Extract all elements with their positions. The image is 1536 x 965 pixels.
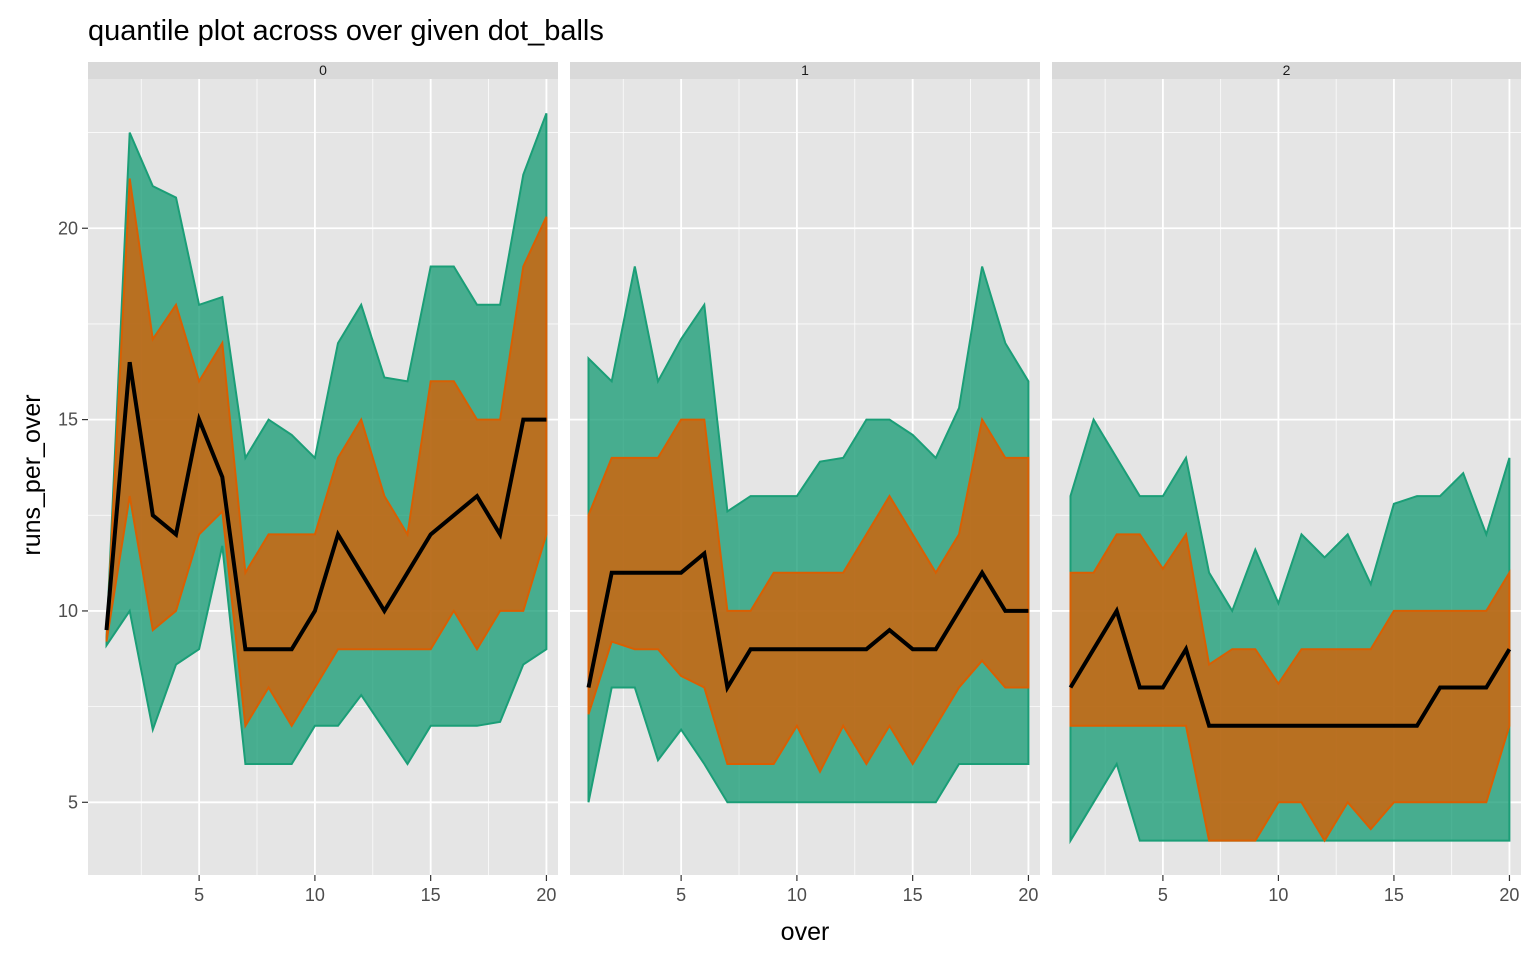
x-tick-label: 15	[421, 885, 441, 905]
median-line	[104, 361, 547, 652]
facet-strip	[88, 62, 558, 79]
x-tick-label: 5	[194, 885, 204, 905]
inner-quantile-band	[105, 178, 548, 729]
facet-strip	[570, 62, 1040, 79]
inner-quantile-band	[587, 416, 1030, 774]
x-tick-label: 15	[903, 885, 923, 905]
facet-strip-label: 1	[801, 62, 809, 78]
x-tick-label: 5	[676, 885, 686, 905]
y-tick-label: 5	[68, 792, 78, 812]
x-tick-label: 5	[1158, 885, 1168, 905]
facet-strip-label: 0	[319, 62, 327, 78]
x-tick-label: 10	[1268, 885, 1288, 905]
chart-title: quantile plot across over given dot_ball…	[88, 15, 604, 47]
facet-panel-2: 2 5 10 15 20	[1052, 62, 1521, 905]
facet-panel-1: 15 10 15 20	[570, 62, 1040, 905]
facet-strip	[1052, 62, 1521, 79]
x-tick-label: 10	[305, 885, 325, 905]
x-tick-label: 20	[1499, 885, 1519, 905]
inner-quantile-band	[1069, 531, 1511, 843]
x-tick-label: 20	[536, 885, 556, 905]
x-tick-label: 15	[1384, 885, 1404, 905]
facet-panel-0: 0 5 10 15 20 5 10 15 20	[58, 62, 558, 905]
y-tick-label: 20	[58, 218, 78, 238]
x-tick-label: 20	[1018, 885, 1038, 905]
y-axis-title: runs_per_over	[18, 394, 46, 555]
x-axis-title: over	[781, 918, 830, 946]
median-line	[586, 549, 1029, 694]
median-line	[1068, 606, 1512, 728]
x-tick-label: 10	[787, 885, 807, 905]
facet-strip-label: 2	[1283, 62, 1291, 78]
y-tick-label: 15	[58, 410, 78, 430]
y-tick-label: 10	[58, 601, 78, 621]
